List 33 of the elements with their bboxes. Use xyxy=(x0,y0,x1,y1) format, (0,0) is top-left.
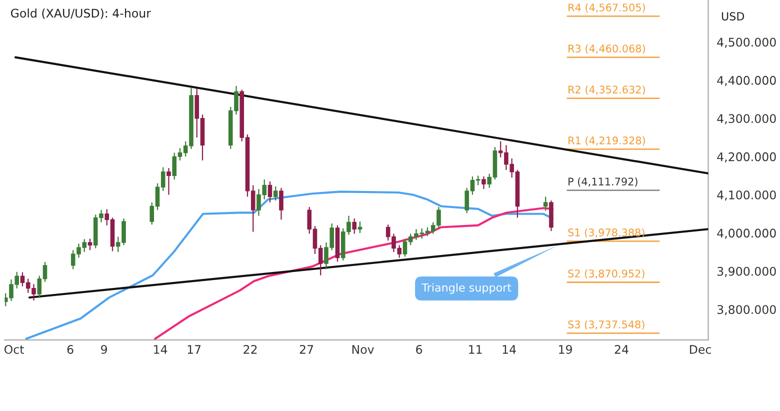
y-tick-label: 4,400.000 xyxy=(717,76,776,86)
y-tick-label: 4,000.000 xyxy=(717,228,776,239)
y-tick-label: 4,300.000 xyxy=(717,114,776,124)
x-tick-label: Nov xyxy=(352,345,374,354)
x-tick-label: Dec xyxy=(690,345,711,354)
y-axis-title: USD xyxy=(722,12,744,20)
ref-line-label: R3 (4,460.068) xyxy=(568,44,645,54)
y-tick-label: 4,200.000 xyxy=(717,152,776,162)
ref-line-label: S2 (3,870.952) xyxy=(568,269,644,279)
ref-line-label: S3 (3,737.548) xyxy=(568,320,644,330)
ref-line-label: R1 (4,219.328) xyxy=(568,136,645,146)
x-tick-label: 27 xyxy=(300,344,314,354)
x-tick-label: 17 xyxy=(188,345,201,354)
y-tick-label: 3,900.000 xyxy=(717,266,776,278)
x-tick-label: 22 xyxy=(244,344,257,354)
x-tick-label: 19 xyxy=(559,344,572,354)
text: Gold (XAU/USD): 4-hour xyxy=(10,8,151,20)
x-tick-label: 14 xyxy=(502,345,516,354)
y-tick-label: 4,500.000 xyxy=(717,38,776,48)
ref-line-label: R4 (4,567.505) xyxy=(568,3,645,13)
x-tick-label: Oct xyxy=(4,344,24,354)
ref-line-label: P (4,111.792) xyxy=(568,177,638,187)
x-tick-label: 9 xyxy=(101,344,107,354)
x-tick-label: 11 xyxy=(469,345,482,354)
y-tick-label: 3,800.000 xyxy=(717,305,776,316)
y-tick-label: 4,100.000 xyxy=(717,190,776,201)
x-tick-label: 6 xyxy=(416,344,422,354)
ref-line-label: R2 (4,352.632) xyxy=(568,85,645,95)
ref-line-label: S1 (3,978.388) xyxy=(568,228,644,238)
x-tick-label: 14 xyxy=(154,345,168,354)
x-tick-label: 24 xyxy=(614,344,628,354)
x-tick-label: 6 xyxy=(67,344,74,354)
annotation: Triangle support xyxy=(422,283,512,294)
